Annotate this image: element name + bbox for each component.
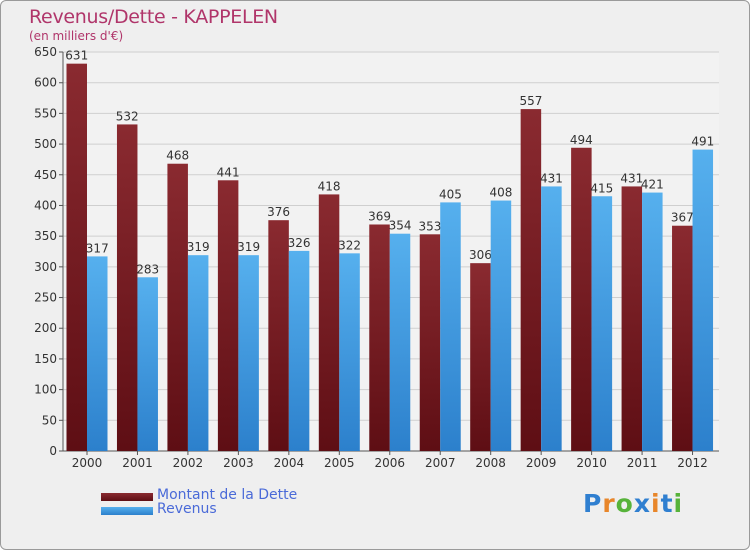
bar-dette bbox=[621, 186, 643, 451]
data-label-revenus: 319 bbox=[187, 240, 210, 254]
bar-revenus bbox=[692, 149, 714, 451]
y-tick-label: 650 bbox=[34, 45, 57, 59]
y-tick-label: 400 bbox=[34, 198, 57, 212]
logo-letter: t bbox=[660, 489, 674, 518]
logo-letter: i bbox=[673, 489, 684, 518]
data-label-revenus: 431 bbox=[540, 171, 563, 185]
bar-dette bbox=[369, 224, 390, 451]
data-label-dette: 468 bbox=[166, 149, 189, 163]
bar-revenus bbox=[440, 202, 461, 451]
y-tick-label: 250 bbox=[34, 291, 57, 305]
y-tick-label: 150 bbox=[34, 352, 57, 366]
data-label-dette: 532 bbox=[116, 109, 139, 123]
y-tick-label: 50 bbox=[42, 413, 57, 427]
bar-revenus bbox=[137, 277, 158, 451]
data-label-dette: 431 bbox=[620, 171, 643, 185]
bar-revenus bbox=[389, 233, 411, 451]
data-label-revenus: 491 bbox=[691, 135, 714, 149]
data-label-revenus: 326 bbox=[288, 236, 311, 250]
y-tick-label: 500 bbox=[34, 137, 57, 151]
x-tick-label: 2010 bbox=[576, 456, 607, 470]
bar-dette bbox=[318, 194, 340, 452]
bar-revenus bbox=[490, 200, 512, 451]
x-tick-label: 2005 bbox=[324, 456, 355, 470]
legend-swatch-revenus bbox=[101, 507, 153, 515]
data-label-dette: 306 bbox=[469, 248, 492, 262]
data-label-revenus: 317 bbox=[86, 241, 109, 255]
bar-dette bbox=[672, 225, 693, 451]
x-tick-label: 2003 bbox=[223, 456, 254, 470]
bar-dette bbox=[268, 220, 289, 451]
y-tick-label: 0 bbox=[49, 444, 57, 458]
data-label-revenus: 415 bbox=[590, 181, 613, 195]
logo-letter: x bbox=[633, 489, 651, 518]
y-tick-label: 100 bbox=[34, 383, 57, 397]
x-tick-label: 2012 bbox=[677, 456, 708, 470]
data-label-dette: 557 bbox=[519, 94, 542, 108]
chart-subtitle: (en milliers d'€) bbox=[29, 29, 124, 43]
bar-dette bbox=[571, 147, 592, 451]
legend-swatch-dette bbox=[101, 493, 153, 501]
proxiti-logo: Proxiti bbox=[583, 489, 683, 518]
data-label-dette: 376 bbox=[267, 205, 290, 219]
bar-revenus bbox=[187, 255, 209, 451]
chart-title: Revenus/Dette - KAPPELEN bbox=[29, 6, 278, 28]
data-label-revenus: 319 bbox=[237, 240, 260, 254]
logo-letter: r bbox=[602, 489, 616, 518]
bar-revenus bbox=[339, 253, 360, 451]
data-label-revenus: 283 bbox=[136, 262, 159, 276]
bar-dette bbox=[116, 124, 138, 452]
data-label-revenus: 354 bbox=[389, 219, 412, 233]
bar-dette bbox=[167, 163, 188, 451]
data-label-revenus: 322 bbox=[338, 238, 361, 252]
y-tick-label: 550 bbox=[34, 106, 57, 120]
bar-revenus bbox=[238, 255, 259, 451]
bar-dette bbox=[217, 180, 239, 452]
data-label-revenus: 421 bbox=[641, 178, 664, 192]
bar-dette bbox=[66, 63, 87, 451]
bar-revenus bbox=[642, 192, 663, 451]
x-tick-label: 2008 bbox=[475, 456, 506, 470]
bar-revenus bbox=[87, 256, 108, 451]
x-tick-label: 2002 bbox=[173, 456, 204, 470]
x-tick-label: 2007 bbox=[425, 456, 456, 470]
y-tick-label: 300 bbox=[34, 260, 57, 274]
data-label-dette: 441 bbox=[217, 165, 240, 179]
bar-dette bbox=[520, 109, 542, 451]
legend-label-revenus: Revenus bbox=[157, 501, 217, 517]
y-tick-label: 600 bbox=[34, 76, 57, 90]
logo-letter: o bbox=[615, 489, 634, 518]
x-tick-label: 2006 bbox=[374, 456, 405, 470]
logo-letter: i bbox=[651, 489, 661, 518]
data-label-revenus: 408 bbox=[489, 186, 512, 200]
data-label-dette: 353 bbox=[419, 219, 442, 233]
y-tick-label: 350 bbox=[34, 229, 57, 243]
x-tick-label: 2000 bbox=[72, 456, 103, 470]
x-tick-label: 2011 bbox=[627, 456, 658, 470]
data-label-dette: 369 bbox=[368, 209, 391, 223]
data-label-dette: 418 bbox=[318, 179, 341, 193]
data-label-dette: 631 bbox=[65, 49, 88, 63]
bar-revenus bbox=[288, 250, 310, 451]
y-tick-label: 450 bbox=[34, 168, 57, 182]
x-tick-label: 2001 bbox=[122, 456, 153, 470]
data-label-revenus: 405 bbox=[439, 187, 462, 201]
data-label-dette: 367 bbox=[671, 211, 694, 225]
bar-dette bbox=[470, 263, 491, 451]
bar-revenus bbox=[591, 196, 613, 451]
x-tick-label: 2004 bbox=[274, 456, 305, 470]
x-tick-label: 2009 bbox=[526, 456, 557, 470]
y-tick-label: 200 bbox=[34, 321, 57, 335]
data-label-dette: 494 bbox=[570, 133, 593, 147]
bar-dette bbox=[419, 234, 441, 451]
logo-letter: P bbox=[583, 489, 603, 518]
bar-revenus bbox=[541, 186, 562, 451]
legend-label-dette: Montant de la Dette bbox=[157, 487, 298, 503]
